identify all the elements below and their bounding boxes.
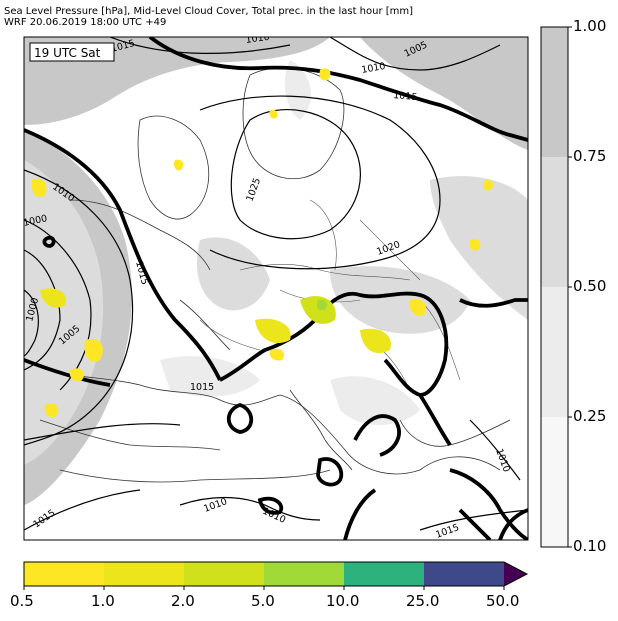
precip-colorbar-segment (24, 562, 104, 586)
cloud-colorbar-segment (541, 287, 568, 417)
isobar-label: 1010 (361, 61, 387, 76)
precipitation-colorbar (23, 561, 529, 590)
precip-tick-label: 50.0 (486, 592, 520, 610)
precip-colorbar-segment (104, 562, 184, 586)
cloud-colorbar-segment (541, 27, 568, 157)
isobar-label: 1015 (190, 382, 214, 393)
cloud-colorbar-segment (541, 157, 568, 287)
isobar-label: 1000 (22, 213, 48, 229)
precip-colorbar-extend-arrow (504, 562, 527, 586)
map-title: Sea Level Pressure [hPa], Mid-Level Clou… (4, 6, 414, 17)
cloud-tick-label: 0.75 (573, 147, 607, 165)
run-info: WRF 20.06.2019 18:00 UTC +49 (4, 17, 167, 28)
precipitation-areas (31, 68, 493, 418)
cloud-cover-colorbar (540, 26, 572, 548)
isobar-1015-thick (24, 37, 528, 540)
time-label-box (29, 42, 115, 62)
precip-colorbar-segment (184, 562, 264, 586)
cloud-colorbar-segment (541, 417, 568, 547)
cloud-tick-label: 0.50 (573, 277, 607, 295)
precip-colorbar-segment (424, 562, 504, 586)
precip-tick-label: 0.5 (10, 592, 34, 610)
map-field: 1015 1010 1010 1005 1015 1010 1025 1020 … (22, 32, 528, 540)
cloud-tick-label: 0.25 (573, 407, 607, 425)
isobar-label: 1015 (393, 90, 418, 103)
precip-tick-label: 1.0 (91, 592, 115, 610)
precip-tick-label: 25.0 (406, 592, 440, 610)
precip-colorbar-segment (264, 562, 344, 586)
time-label: 19 UTC Sat (34, 46, 101, 60)
cloud-tick-label: 1.00 (573, 17, 607, 35)
precip-tick-label: 10.0 (326, 592, 360, 610)
precip-tick-label: 2.0 (171, 592, 195, 610)
precip-colorbar-segment (344, 562, 424, 586)
isobar-label: 1010 (245, 32, 270, 46)
cloud-cover-areas (24, 37, 528, 505)
cloud-tick-label: 0.10 (573, 537, 607, 555)
precip-tick-label: 5.0 (251, 592, 275, 610)
map-frame (23, 36, 529, 541)
